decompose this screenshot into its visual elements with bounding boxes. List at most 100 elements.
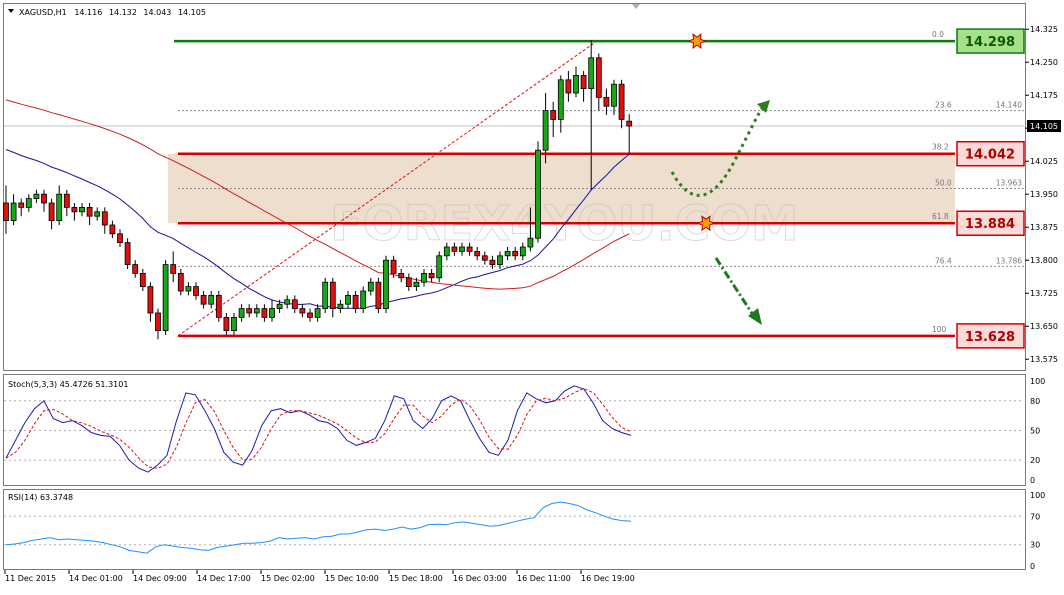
candle-bear — [109, 224, 116, 235]
price-tick-label: 13.950 — [1030, 190, 1058, 199]
candle-bear — [147, 286, 154, 314]
time-tick-label: 15 Dec 02:00 — [261, 574, 315, 583]
candle-bull — [314, 308, 321, 318]
open-value: 14.116 — [74, 8, 102, 17]
fib-ratio-label: 76.4 — [935, 256, 952, 265]
price-tick-label: 13.800 — [1030, 256, 1058, 265]
price-level-value: 14.298 — [965, 35, 1015, 50]
price-tick-label: 13.575 — [1030, 355, 1058, 364]
time-tick-label: 16 Dec 03:00 — [453, 574, 507, 583]
candle-bear — [352, 294, 359, 309]
rsi-tick-label: 100 — [1030, 491, 1045, 500]
candle-bull — [79, 206, 85, 213]
candle-bear — [466, 246, 473, 252]
candle-bull — [25, 198, 32, 208]
fib-diagonal-line — [177, 40, 598, 337]
stochastic-oscillator: 100 80 50 20 0 — [4, 377, 1045, 485]
candle-bull — [208, 294, 215, 305]
candle-bull — [535, 149, 541, 239]
candle-bear — [63, 193, 70, 208]
candle-bull — [162, 264, 169, 332]
time-tick-label: 16 Dec 19:00 — [581, 574, 635, 583]
price-tick-label: 13.725 — [1030, 289, 1058, 298]
candle-bear — [550, 110, 557, 120]
fib-ratio-label: 61.8 — [932, 212, 949, 221]
candle-bear — [117, 233, 123, 244]
price-level-box — [956, 140, 1025, 167]
candle-bull — [573, 75, 579, 94]
price-level-value: 14.042 — [965, 148, 1015, 163]
fib-price-label: 13.786 — [996, 256, 1022, 265]
candle-bull — [542, 110, 549, 151]
rsi-indicator: 100 70 30 0 — [4, 491, 1045, 571]
fib-price-label: 14.140 — [996, 101, 1022, 110]
chart-shift-marker-icon[interactable] — [632, 4, 640, 9]
candle-bull — [436, 255, 443, 279]
price-tick-label: 13.875 — [1030, 223, 1058, 232]
candle-bear — [474, 250, 481, 257]
high-value: 14.132 — [109, 8, 137, 17]
candle-bear — [18, 202, 25, 208]
candle-bear — [390, 259, 397, 274]
time-axis: 11 Dec 2015 14 Dec 01:00 14 Dec 09:00 14 De… — [4, 570, 635, 583]
candle-bull — [519, 246, 526, 257]
candle-bear — [580, 75, 587, 90]
fib-ratio-label: 100 — [932, 325, 947, 334]
time-tick-label: 16 Dec 11:00 — [517, 574, 571, 583]
candle-bear — [428, 272, 435, 279]
svg-text:XAGUSD,H1 14.116 1: XAGUSD,H1 14.116 14.132 14.043 14.105 — [19, 8, 206, 17]
breakout-marker-icon — [687, 33, 707, 50]
candle-bear — [405, 277, 412, 287]
candle-bear — [170, 264, 177, 274]
candle-bull — [284, 299, 291, 305]
candle-bear — [223, 316, 230, 331]
candle-bull — [413, 281, 420, 288]
fib-price-label: 13.963 — [996, 178, 1022, 187]
candle-bear — [101, 211, 108, 226]
candle-bull — [527, 237, 534, 248]
candle-bull — [276, 303, 283, 310]
breakdown-marker-icon — [696, 215, 716, 232]
rsi-tick-label: 30 — [1030, 541, 1040, 550]
stoch-tick-label: 50 — [1030, 427, 1040, 436]
price-levels: 0.0 38.2 61.8 100 — [174, 30, 955, 338]
candle-bear — [71, 206, 78, 213]
bullish-arrowhead-icon — [757, 100, 770, 113]
rsi-tick-label: 70 — [1030, 512, 1040, 521]
candle-bull — [10, 202, 17, 222]
candle-bear — [261, 308, 268, 318]
fib-ratio-label: 23.6 — [935, 101, 952, 110]
fib-grid: 23.6 14.140 50.0 13.963 76.4 13.786 — [4, 40, 1024, 337]
stoch-signal-line — [5, 388, 632, 469]
price-level-value: 13.884 — [965, 217, 1015, 232]
rsi-line — [5, 501, 632, 554]
candle-bull — [383, 259, 389, 310]
candle-bear — [124, 242, 131, 266]
price-level-box — [956, 323, 1025, 349]
current-price-flag — [1027, 120, 1061, 132]
rsi-label: RSI(14) 63.3748 — [8, 493, 73, 502]
candle-bear — [307, 312, 313, 318]
close-value: 14.105 — [178, 8, 206, 17]
fib-ratio-label: 38.2 — [932, 143, 949, 152]
time-tick-label: 14 Dec 17:00 — [197, 574, 251, 583]
candle-bull — [497, 255, 503, 266]
candle-bull — [459, 246, 465, 252]
price-tick-label: 14.325 — [1030, 25, 1058, 34]
candle-bull — [238, 308, 245, 318]
candle-bear — [512, 250, 519, 257]
candle-bear — [375, 281, 382, 310]
candle-bull — [269, 308, 275, 318]
candle-bear — [200, 294, 207, 305]
candle-bear — [398, 272, 405, 279]
time-tick-label: 14 Dec 01:00 — [69, 574, 123, 583]
candles — [3, 40, 633, 340]
candle-bull — [557, 79, 564, 120]
candle-bull — [345, 294, 351, 305]
candle-bear — [603, 97, 610, 107]
candle-bull — [588, 57, 595, 89]
candle-bear — [86, 206, 93, 217]
stoch-label: Stoch(5,3,3) 45.4726 51.3101 — [8, 380, 128, 389]
dropdown-triangle-icon[interactable] — [8, 9, 14, 13]
stoch-tick-label: 80 — [1030, 397, 1040, 406]
